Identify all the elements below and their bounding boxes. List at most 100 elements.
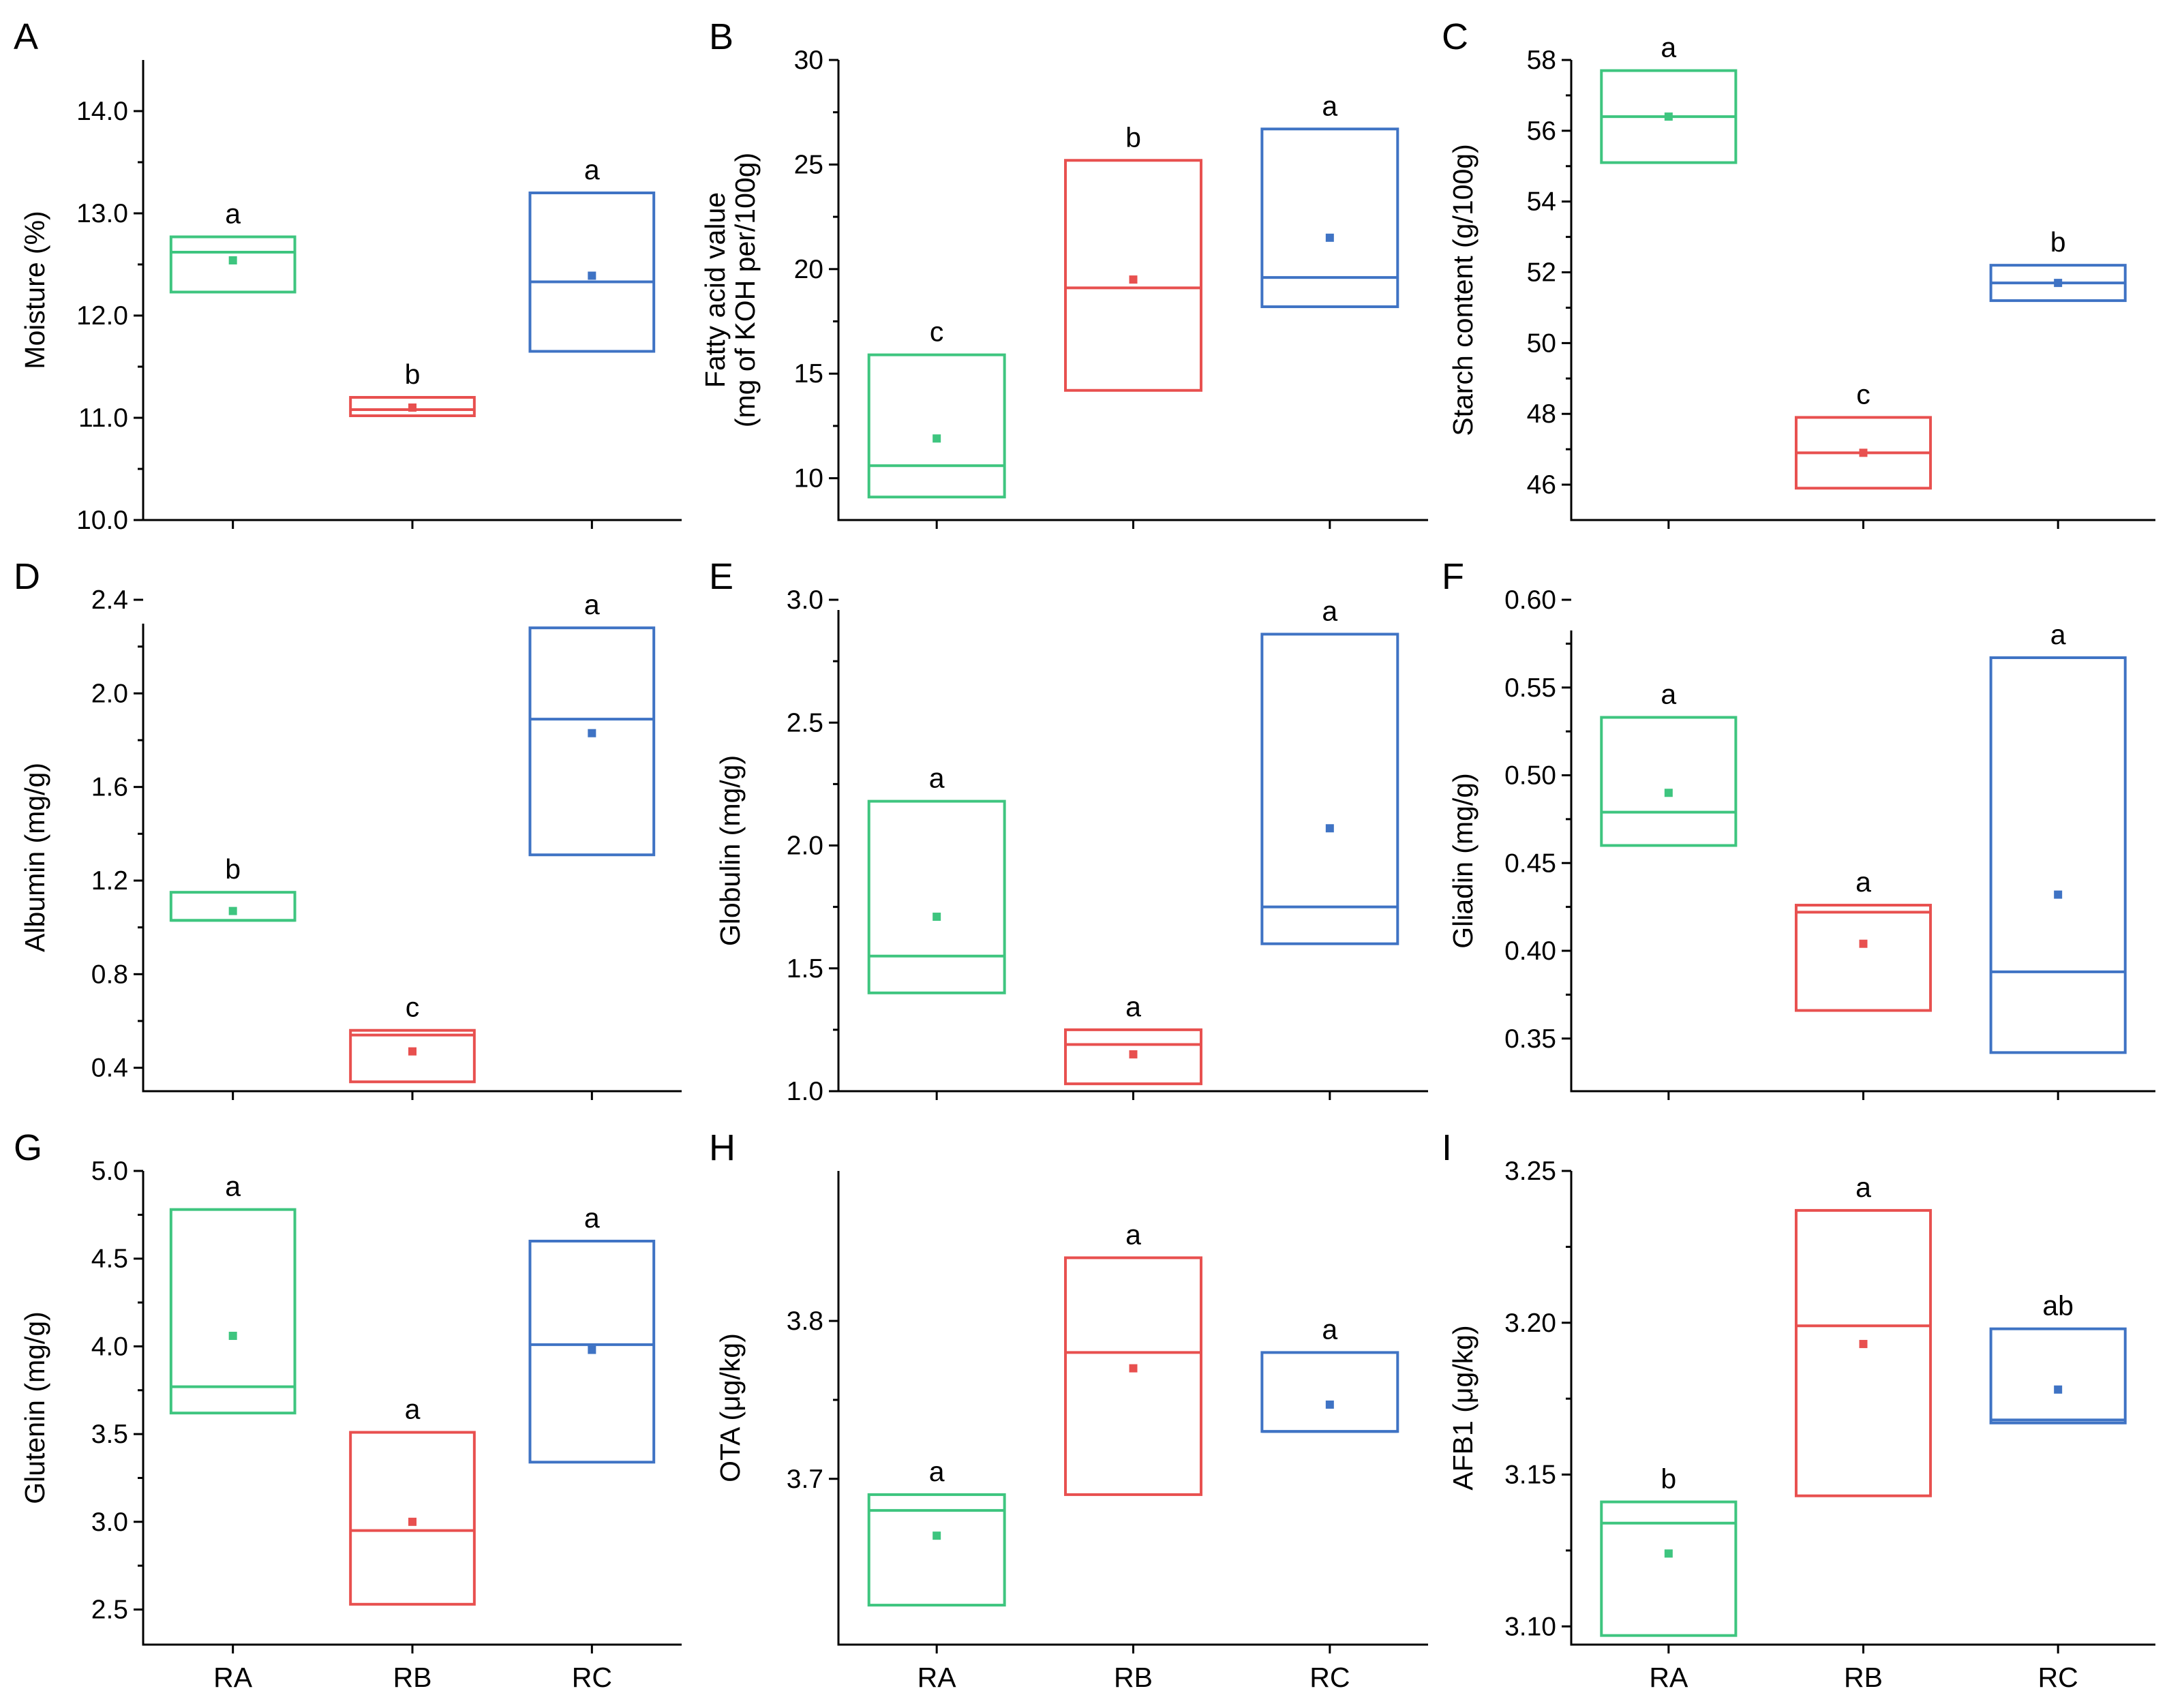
y-tick-label: 58 xyxy=(1527,46,1556,75)
significance-label: c xyxy=(1856,378,1870,410)
y-tick-label: 3.7 xyxy=(787,1465,823,1494)
y-tick-label: 48 xyxy=(1527,399,1556,429)
y-tick-label: 0.40 xyxy=(1504,936,1556,966)
box-ra xyxy=(169,235,297,294)
box-rc xyxy=(1260,127,1399,309)
panel-label: E xyxy=(709,556,733,597)
y-tick-label: 14.0 xyxy=(76,97,128,126)
panel-label: G xyxy=(14,1127,42,1168)
y-axis-label-line2: (mg of KOH per/100g) xyxy=(729,153,761,427)
x-tick-label: RB xyxy=(1114,1662,1153,1693)
box-ra xyxy=(169,891,297,922)
mean-marker xyxy=(933,1531,941,1540)
panel-g: G 2.5 3.0 3.5 4.0 4.5 5.0 RA RB RC Glutenin (mg/g)… xyxy=(14,1127,682,1693)
mean-marker xyxy=(1325,1400,1334,1409)
y-axis-label: Starch content (g/100g) xyxy=(1447,144,1479,436)
panel-label: A xyxy=(14,16,38,57)
panel-label: F xyxy=(1442,556,1464,597)
significance-label: a xyxy=(1322,595,1337,626)
y-tick-label: 10.0 xyxy=(76,506,128,535)
y-tick-label: 20 xyxy=(794,255,823,284)
mean-marker xyxy=(1664,1549,1673,1558)
significance-label: a xyxy=(1855,1172,1871,1203)
significance-label: a xyxy=(1661,679,1676,710)
box-rb xyxy=(1064,1256,1202,1496)
mean-marker xyxy=(1129,275,1138,284)
y-tick-label: 2.5 xyxy=(787,708,823,737)
box-rb xyxy=(349,396,476,417)
mean-marker xyxy=(588,271,596,280)
mean-marker xyxy=(1859,448,1868,457)
y-tick-label: 3.0 xyxy=(91,1508,128,1537)
significance-label: a xyxy=(1855,866,1871,898)
significance-label: b xyxy=(2050,226,2066,258)
mean-marker xyxy=(1859,939,1868,948)
mean-marker xyxy=(1325,233,1334,242)
y-tick-label: 0.4 xyxy=(91,1054,128,1083)
box-rb xyxy=(1794,1208,1933,1497)
y-tick-label: 46 xyxy=(1527,470,1556,500)
y-tick-label: 4.5 xyxy=(91,1245,128,1274)
y-axis-label: Gliadin (mg/g) xyxy=(1447,773,1479,948)
y-axis-label: OTA (μg/kg) xyxy=(714,1333,746,1482)
box-ra xyxy=(1600,716,1738,847)
y-tick-label: 3.8 xyxy=(787,1307,823,1336)
panel-label: H xyxy=(709,1127,736,1168)
significance-label: b xyxy=(1125,121,1141,153)
significance-label: b xyxy=(225,853,241,885)
significance-label: b xyxy=(1661,1463,1676,1495)
significance-label: a xyxy=(929,1456,945,1487)
box-rb xyxy=(349,1431,476,1606)
y-tick-label: 0.8 xyxy=(91,960,128,989)
mean-marker xyxy=(228,256,237,264)
box-ra xyxy=(1600,1500,1738,1637)
y-tick-label: 0.50 xyxy=(1504,761,1556,791)
mean-marker xyxy=(2054,1385,2063,1394)
y-axis-label: Fatty acid value xyxy=(699,192,731,388)
significance-label: a xyxy=(1322,90,1337,121)
box-ra xyxy=(169,1208,297,1415)
significance-label: a xyxy=(584,154,600,185)
panel-h: H 3.7 3.8 RA RB RC OTA (μg/kg) a a a xyxy=(709,1127,1428,1693)
panel-b: B 10 15 20 25 30 Fatty acid value(mg of KOH pe… xyxy=(699,16,1428,529)
significance-label: a xyxy=(929,763,945,794)
x-tick-label: RC xyxy=(1309,1662,1350,1693)
mean-marker xyxy=(1325,824,1334,833)
panel-label: C xyxy=(1442,16,1468,57)
y-tick-label: 1.2 xyxy=(91,866,128,896)
significance-label: a xyxy=(405,1394,421,1425)
x-tick-label: RA xyxy=(213,1662,253,1693)
box-rc xyxy=(1260,1351,1399,1433)
box-rc xyxy=(1989,656,2127,1054)
y-tick-label: 56 xyxy=(1527,117,1556,146)
y-tick-label: 3.0 xyxy=(787,585,823,615)
significance-label: a xyxy=(2050,619,2066,650)
box-rc xyxy=(528,626,656,857)
significance-label: a xyxy=(1661,32,1676,63)
y-tick-label: 3.25 xyxy=(1504,1157,1556,1186)
y-tick-label: 52 xyxy=(1527,258,1556,288)
y-tick-label: 1.5 xyxy=(787,954,823,983)
significance-label: c xyxy=(406,992,420,1023)
y-tick-label: 11.0 xyxy=(78,403,128,433)
y-tick-label: 1.6 xyxy=(91,773,128,802)
significance-label: c xyxy=(930,316,944,348)
y-axis-label: Moisture (%) xyxy=(19,211,50,369)
y-tick-label: 0.55 xyxy=(1504,673,1556,703)
x-tick-label: RB xyxy=(393,1662,432,1693)
box-rc xyxy=(528,192,656,353)
y-tick-label: 2.4 xyxy=(91,585,128,615)
box-ra xyxy=(867,1493,1006,1607)
y-tick-label: 25 xyxy=(794,150,823,179)
y-tick-label: 2.5 xyxy=(91,1596,128,1625)
y-tick-label: 13.0 xyxy=(76,199,128,228)
panel-f: F 0.35 0.40 0.45 0.50 0.55 0.60 Gliadin (mg/g) a… xyxy=(1442,556,2155,1100)
box-ra xyxy=(867,799,1006,994)
mean-marker xyxy=(588,1345,596,1354)
significance-label: a xyxy=(225,198,241,230)
box-rb xyxy=(1794,904,1933,1012)
y-tick-label: 10 xyxy=(794,464,823,493)
significance-label: a xyxy=(225,1171,241,1202)
mean-marker xyxy=(933,913,941,921)
x-tick-label: RA xyxy=(1649,1662,1688,1693)
